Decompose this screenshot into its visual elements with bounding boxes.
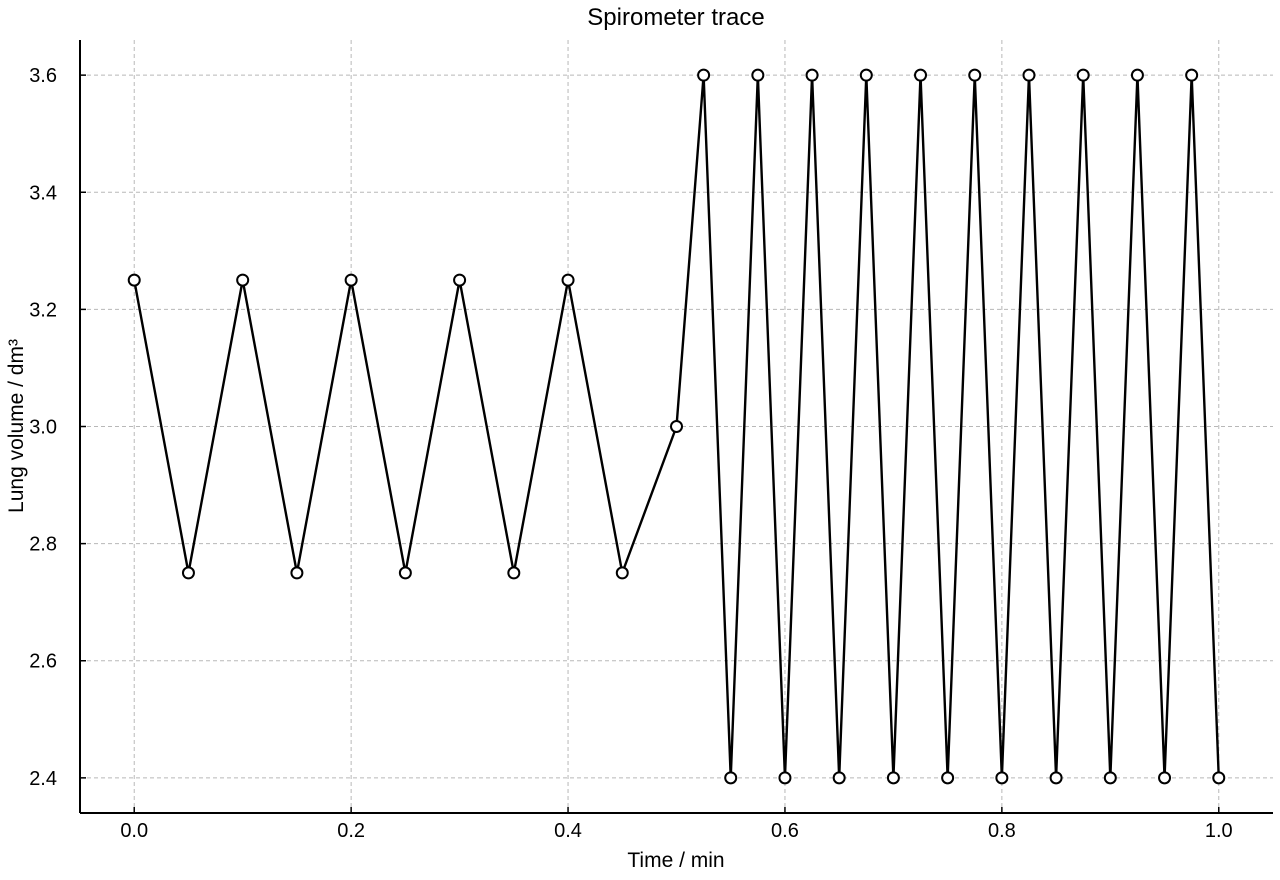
x-axis-label: Time / min [627,849,724,872]
data-point [1049,771,1063,785]
y-tick-label: 3.6 [29,65,57,87]
data-point [778,771,792,785]
data-point [127,273,141,287]
data-point [914,68,928,82]
y-tick-label: 2.4 [29,768,57,790]
series [127,68,1226,785]
data-point [697,68,711,82]
data-point [805,68,819,82]
data-point [968,68,982,82]
y-tick-label: 2.6 [29,651,57,673]
y-tick-label: 2.8 [29,534,57,556]
y-tick-label: 3.2 [29,299,57,321]
x-tick-label: 0.6 [771,820,799,842]
data-point [1103,771,1117,785]
y-axis-label: Lung volume / dm³ [5,339,28,513]
x-tick-label: 0.0 [120,820,148,842]
x-tick-label: 0.8 [988,820,1016,842]
x-ticks: 0.0 0.2 0.4 0.6 0.8 1.0 [120,807,1233,842]
data-point [1130,68,1144,82]
data-point [670,420,683,433]
data-point [859,68,873,82]
data-point [886,771,900,785]
data-point [507,566,521,580]
data-point [453,273,467,287]
data-point [1022,68,1036,82]
y-tick-label: 3.4 [29,182,57,204]
data-point [181,566,195,580]
data-point [236,273,250,287]
data-point [1185,68,1199,82]
chart-title: Spirometer trace [587,4,764,31]
x-tick-label: 1.0 [1205,820,1233,842]
y-ticks: 2.4 2.6 2.8 3.0 3.2 3.4 3.6 [29,65,86,790]
data-point [1212,771,1226,785]
data-point [1076,68,1090,82]
data-point [832,771,846,785]
data-point [615,566,629,580]
grid [80,40,1273,813]
x-tick-label: 0.4 [554,820,582,842]
data-point [398,566,412,580]
data-point [941,771,955,785]
data-point [724,771,738,785]
data-point [561,273,575,287]
data-point [995,771,1009,785]
data-point [290,566,304,580]
x-tick-label: 0.2 [337,820,365,842]
y-tick-label: 3.0 [29,417,57,439]
data-point [344,273,358,287]
data-point [751,68,765,82]
data-point [1158,771,1172,785]
